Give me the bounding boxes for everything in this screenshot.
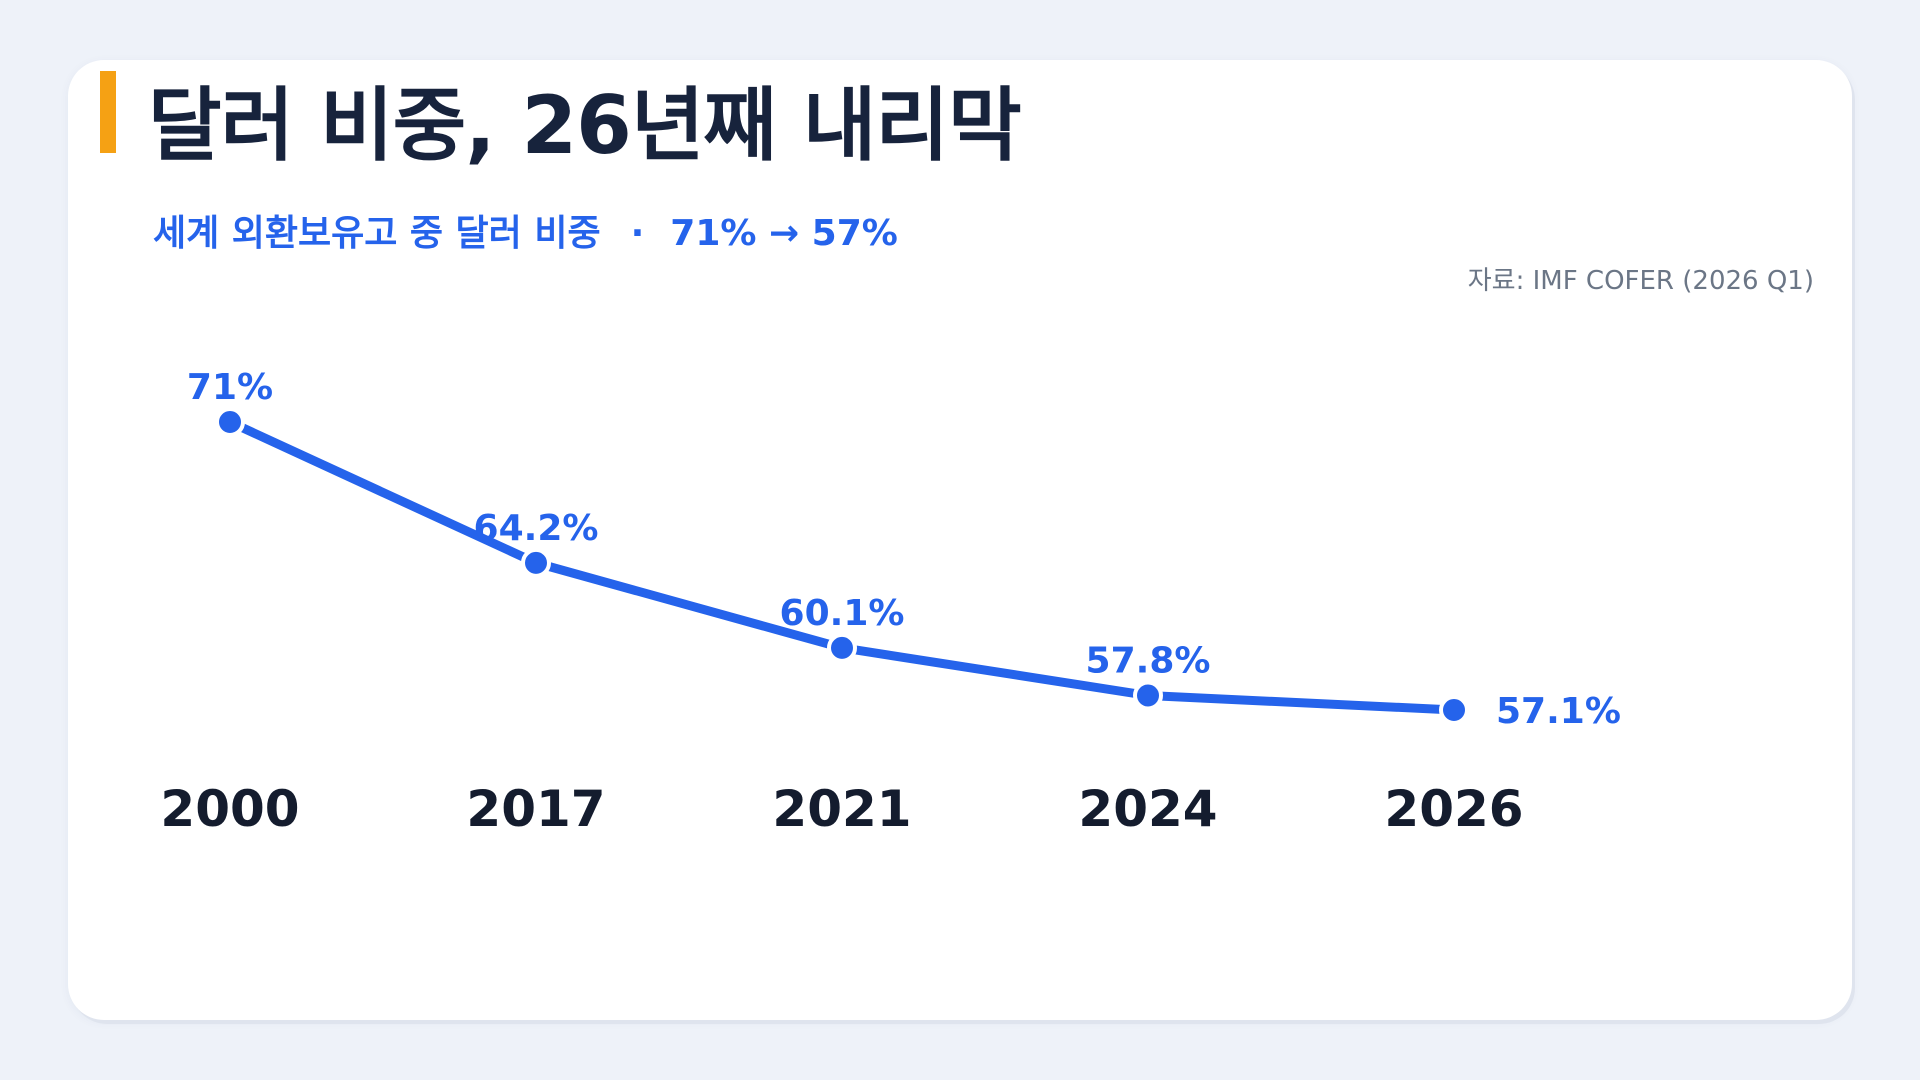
data-label-2024: 57.8% bbox=[1086, 640, 1211, 681]
chart-card bbox=[68, 60, 1852, 1020]
subtitle-main: 세계 외환보유고 중 달러 비중 bbox=[153, 213, 601, 254]
x-tick-label-2017: 2017 bbox=[466, 780, 605, 838]
chart-title: 달러 비중, 26년째 내리막 bbox=[148, 79, 1022, 172]
data-label-layer: 71% 64.2% 60.1% 57.8% 57.1% bbox=[187, 367, 1621, 732]
data-point-2026 bbox=[1439, 695, 1469, 725]
subtitle-separator: · bbox=[630, 213, 645, 254]
x-tick-label-2026: 2026 bbox=[1384, 780, 1523, 838]
data-point-2000 bbox=[215, 407, 245, 437]
data-label-2026: 57.1% bbox=[1496, 691, 1621, 732]
data-point-2021 bbox=[827, 632, 857, 663]
subtitle-range: 71% → 57% bbox=[670, 213, 898, 254]
source-note: 자료: IMF COFER (2026 Q1) bbox=[1467, 266, 1814, 296]
data-label-2021: 60.1% bbox=[780, 593, 905, 634]
series-line bbox=[225, 417, 1459, 715]
data-label-2017: 64.2% bbox=[474, 508, 599, 549]
chart-subtitle: 세계 외환보유고 중 달러 비중 · 71% → 57% bbox=[153, 216, 898, 252]
x-tick-label-2000: 2000 bbox=[160, 780, 299, 838]
data-point-2024 bbox=[1133, 680, 1163, 711]
x-tick-label-2024: 2024 bbox=[1078, 780, 1217, 838]
x-axis-tick-layer: 2000 2017 2021 2024 2026 bbox=[160, 780, 1523, 838]
title-accent-bar bbox=[100, 71, 116, 153]
series-layer bbox=[215, 407, 1469, 725]
data-label-2000: 71% bbox=[187, 367, 273, 408]
x-tick-label-2021: 2021 bbox=[772, 780, 911, 838]
data-point-2017 bbox=[521, 547, 551, 578]
